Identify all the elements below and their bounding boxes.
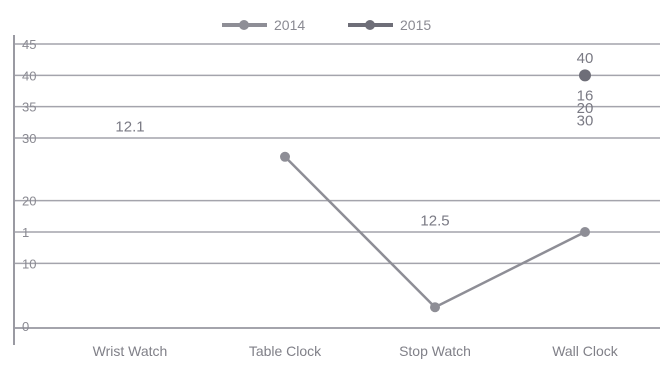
legend-label-2015: 2015 — [400, 17, 431, 33]
y-tick-label: 40 — [22, 68, 36, 83]
y-tick-label: 45 — [22, 37, 36, 52]
y-tick-label: 35 — [22, 100, 36, 115]
legend-label-2014: 2014 — [274, 17, 305, 33]
data-point-2014 — [280, 151, 290, 162]
y-tick-label: 10 — [22, 256, 36, 271]
y-tick-label: 30 — [22, 131, 36, 146]
x-tick-label: Table Clock — [249, 343, 322, 359]
x-tick-labels: Wrist Watch Table Clock Stop Watch Wall Clo… — [93, 343, 619, 359]
data-label: 12.1 — [115, 119, 144, 136]
data-label: 30 — [577, 112, 594, 129]
x-tick-label: Stop Watch — [399, 343, 471, 359]
data-label: 40 — [577, 50, 594, 67]
gridlines — [14, 43, 660, 329]
y-tick-labels: 0 10 1 20 30 35 40 45 — [22, 37, 36, 334]
y-tick-label: 0 — [22, 319, 29, 334]
data-label: 12.5 — [420, 213, 449, 230]
data-label: 16 — [577, 87, 594, 104]
legend-marker-2014 — [239, 20, 249, 30]
x-tick-label: Wrist Watch — [93, 343, 168, 359]
legend: 2014 2015 — [222, 17, 431, 33]
data-label: 20 — [577, 100, 594, 117]
data-point-2015 — [579, 69, 591, 82]
legend-marker-2015 — [365, 20, 375, 30]
x-tick-label: Wall Clock — [552, 343, 619, 359]
y-tick-label: 20 — [22, 194, 36, 209]
data-point-2014 — [580, 227, 590, 237]
series-lines — [280, 69, 591, 313]
data-point-2014 — [430, 302, 440, 313]
y-tick-label: 1 — [22, 225, 29, 240]
